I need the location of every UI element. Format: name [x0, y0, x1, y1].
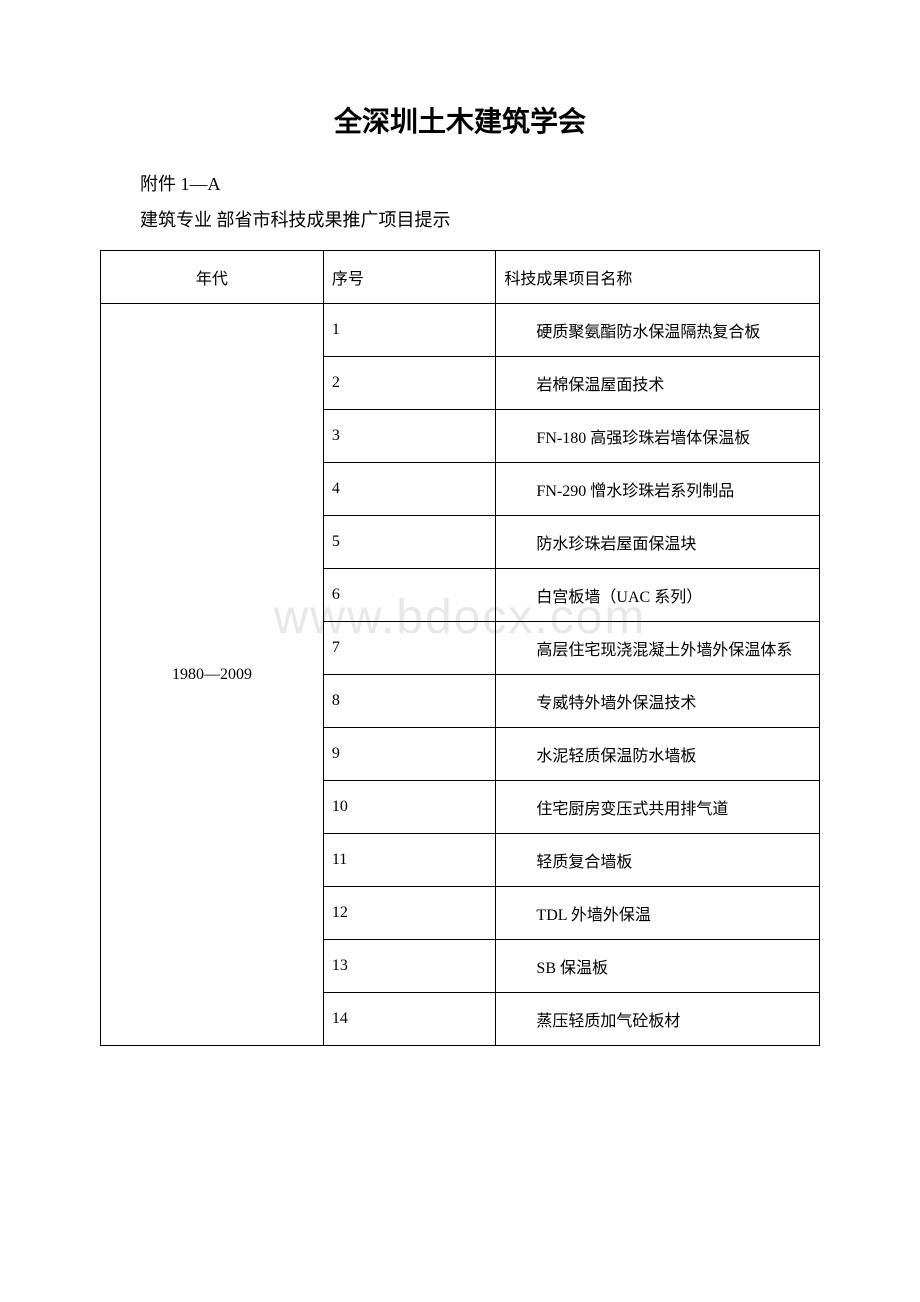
name-cell: 防水珍珠岩屋面保温块	[496, 516, 820, 569]
name-text: FN-290 憎水珍珠岩系列制品	[504, 477, 811, 501]
name-cell: 蒸压轻质加气砼板材	[496, 993, 820, 1046]
seq-cell: 9	[323, 728, 496, 781]
seq-cell: 1	[323, 304, 496, 357]
data-table: 年代 序号 科技成果项目名称 1980—20091 硬质聚氨酯防水保温隔热复合板 2…	[100, 250, 820, 1046]
name-cell: 专威特外墙外保温技术	[496, 675, 820, 728]
name-cell: 岩棉保温屋面技术	[496, 357, 820, 410]
name-text: FN-180 高强珍珠岩墙体保温板	[504, 424, 811, 448]
name-text: 住宅厨房变压式共用排气道	[504, 795, 811, 819]
name-text: 岩棉保温屋面技术	[504, 371, 811, 395]
name-text: 专威特外墙外保温技术	[504, 689, 811, 713]
seq-cell: 12	[323, 887, 496, 940]
name-text: TDL 外墙外保温	[504, 901, 811, 925]
document-content: 全深圳土木建筑学会 附件 1—A 建筑专业 部省市科技成果推广项目提示 年代 序…	[100, 100, 820, 1046]
header-name: 科技成果项目名称	[496, 251, 820, 304]
name-cell: SB 保温板	[496, 940, 820, 993]
attachment-label: 附件 1—A	[140, 170, 820, 196]
name-cell: 水泥轻质保温防水墙板	[496, 728, 820, 781]
name-text: 轻质复合墙板	[504, 848, 811, 872]
table-header-row: 年代 序号 科技成果项目名称	[101, 251, 820, 304]
name-text: 硬质聚氨酯防水保温隔热复合板	[504, 318, 811, 342]
seq-cell: 4	[323, 463, 496, 516]
name-text: 白宫板墙（UAC 系列）	[504, 583, 811, 607]
seq-cell: 14	[323, 993, 496, 1046]
page-title: 全深圳土木建筑学会	[100, 100, 820, 140]
section-label: 建筑专业 部省市科技成果推广项目提示	[140, 206, 820, 232]
seq-cell: 5	[323, 516, 496, 569]
name-text: SB 保温板	[504, 954, 811, 978]
era-cell: 1980—2009	[101, 304, 324, 1046]
name-cell: 高层住宅现浇混凝土外墙外保温体系	[496, 622, 820, 675]
seq-cell: 3	[323, 410, 496, 463]
name-cell: 硬质聚氨酯防水保温隔热复合板	[496, 304, 820, 357]
name-cell: TDL 外墙外保温	[496, 887, 820, 940]
header-era: 年代	[101, 251, 324, 304]
name-cell: 轻质复合墙板	[496, 834, 820, 887]
seq-cell: 11	[323, 834, 496, 887]
name-cell: FN-290 憎水珍珠岩系列制品	[496, 463, 820, 516]
seq-cell: 6	[323, 569, 496, 622]
name-cell: 住宅厨房变压式共用排气道	[496, 781, 820, 834]
seq-cell: 7	[323, 622, 496, 675]
seq-cell: 10	[323, 781, 496, 834]
seq-cell: 8	[323, 675, 496, 728]
table-row: 1980—20091硬质聚氨酯防水保温隔热复合板	[101, 304, 820, 357]
name-text: 水泥轻质保温防水墙板	[504, 742, 811, 766]
name-cell: 白宫板墙（UAC 系列）	[496, 569, 820, 622]
header-seq: 序号	[323, 251, 496, 304]
name-text: 防水珍珠岩屋面保温块	[504, 530, 811, 554]
seq-cell: 13	[323, 940, 496, 993]
name-cell: FN-180 高强珍珠岩墙体保温板	[496, 410, 820, 463]
name-text: 蒸压轻质加气砼板材	[504, 1007, 811, 1031]
table-body: 1980—20091 硬质聚氨酯防水保温隔热复合板 2 岩棉保温屋面技术 3 FN-180…	[101, 304, 820, 1046]
seq-cell: 2	[323, 357, 496, 410]
name-text: 高层住宅现浇混凝土外墙外保温体系	[504, 636, 811, 660]
